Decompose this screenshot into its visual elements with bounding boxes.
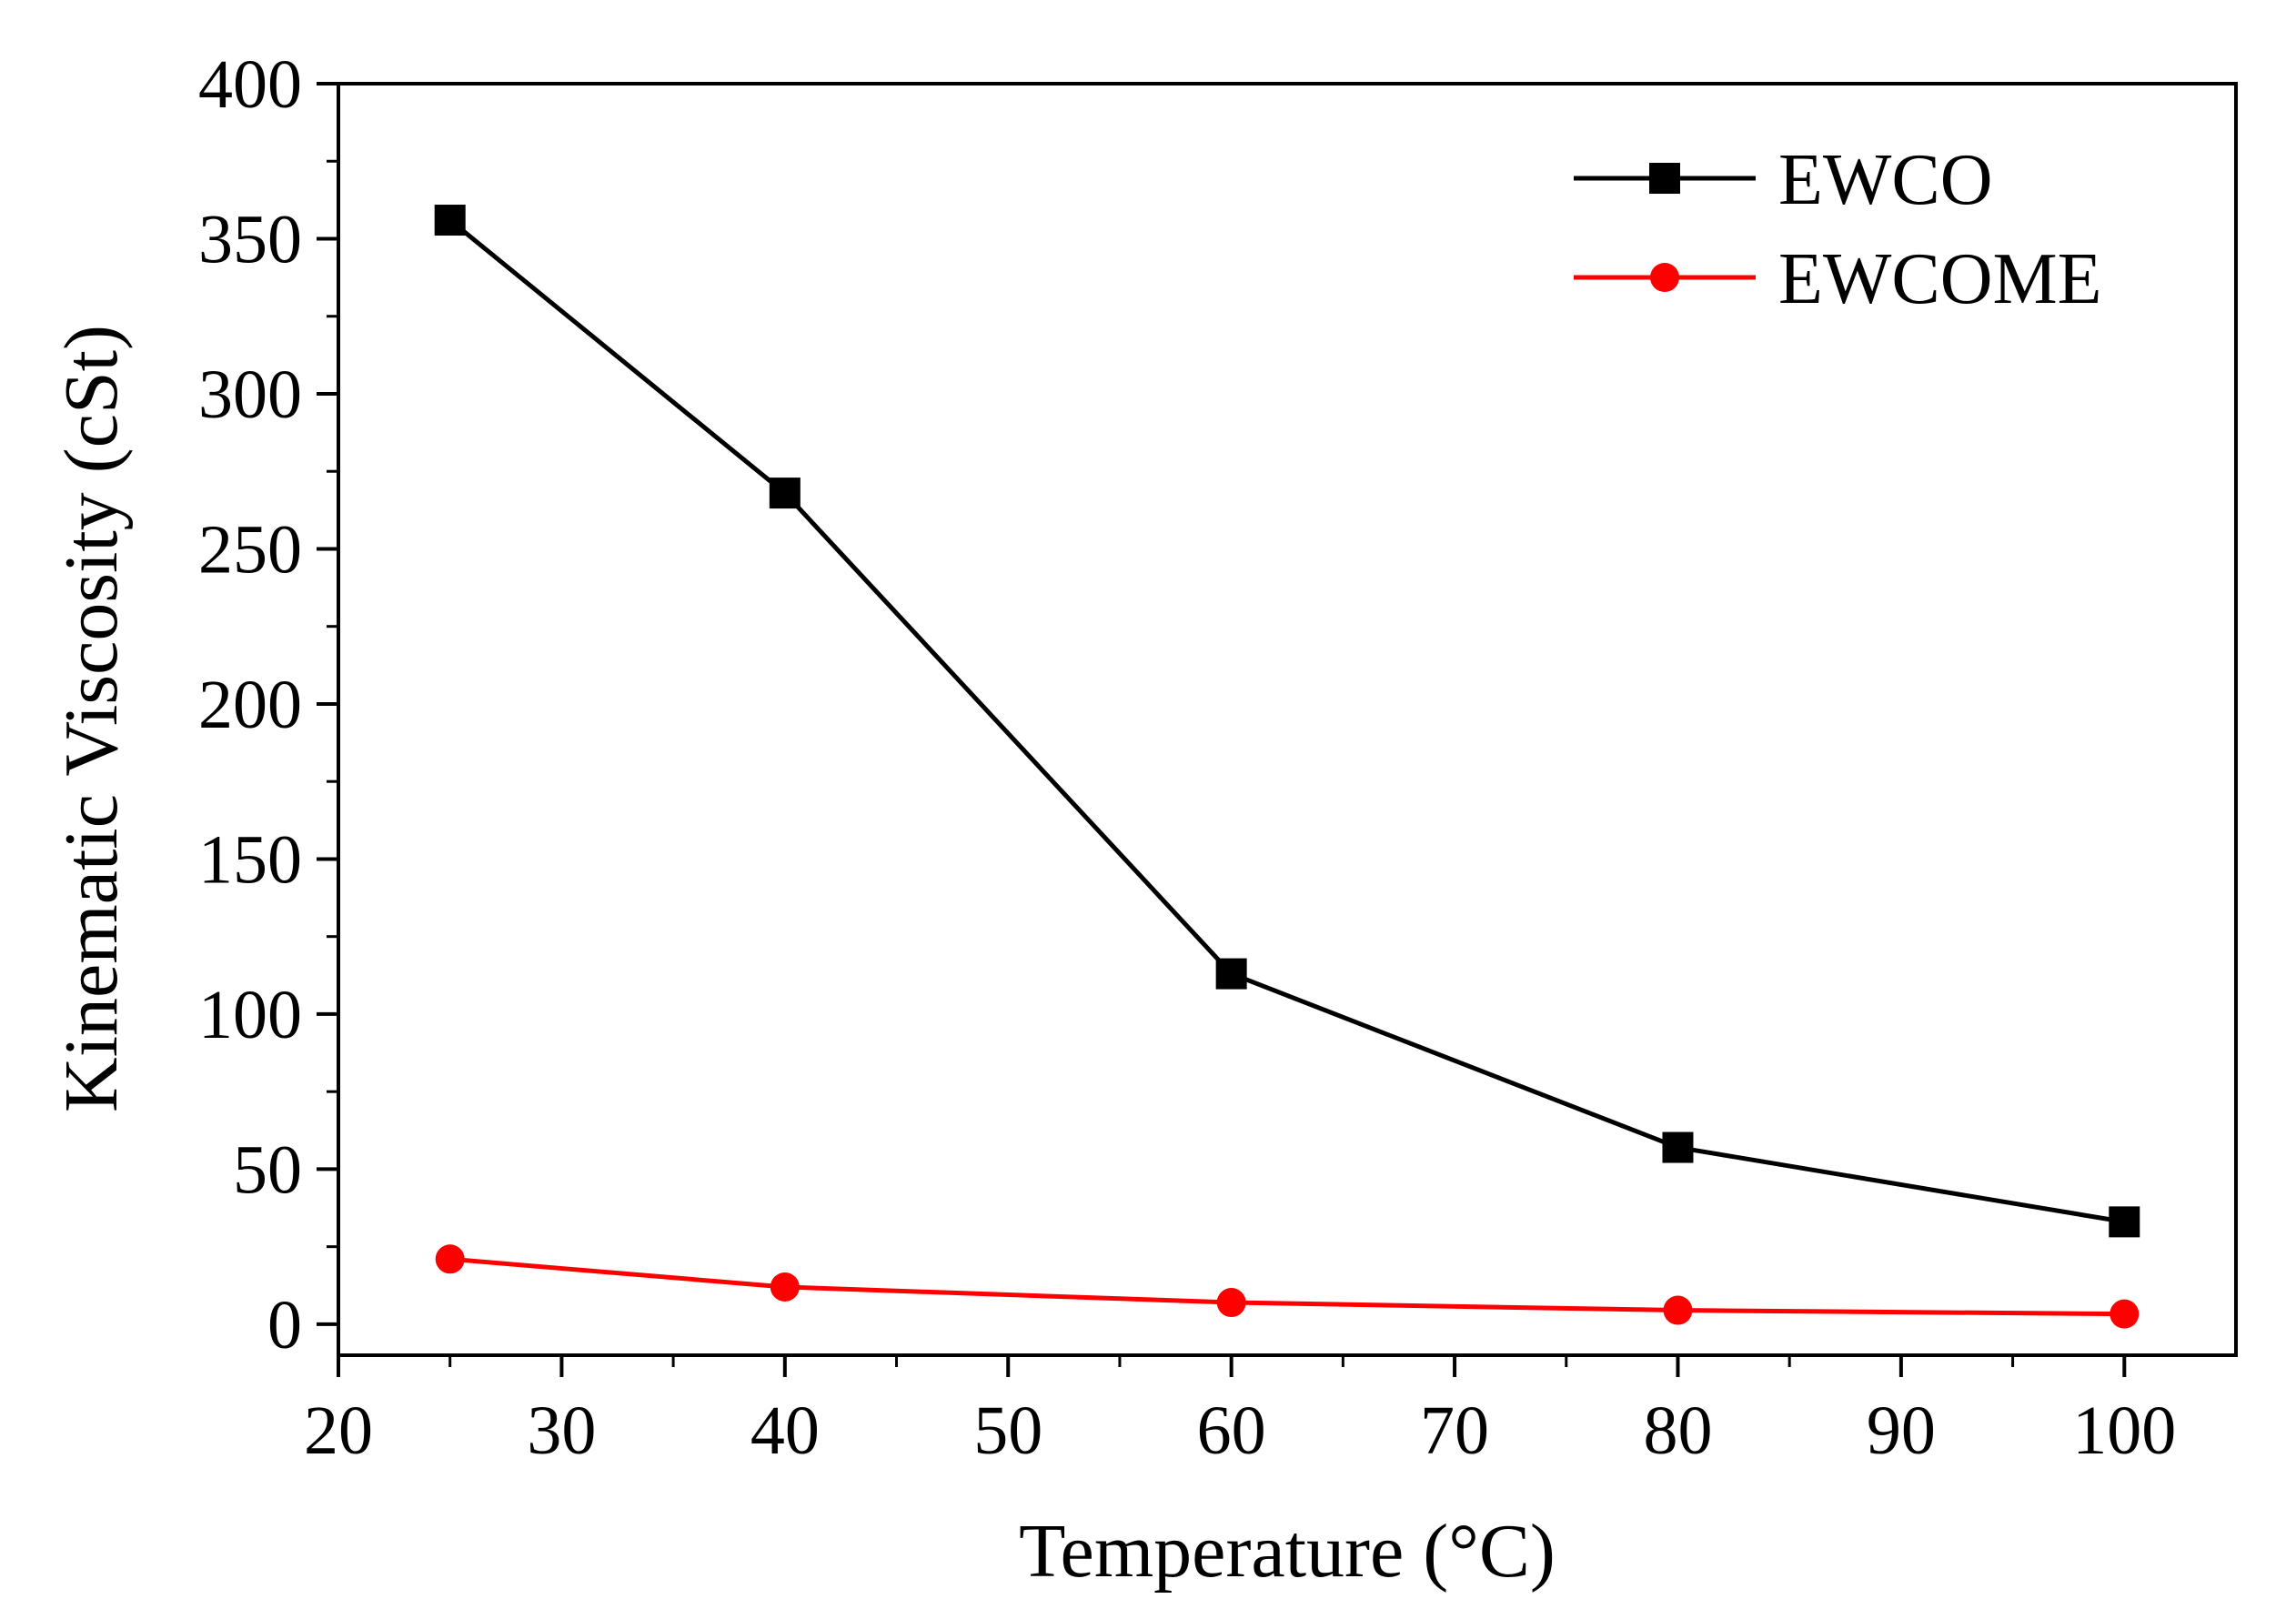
legend-label-ewco: EWCO (1778, 140, 1993, 220)
x-tick-label-40: 40 (750, 1393, 820, 1469)
y-tick-label-100: 100 (198, 977, 302, 1053)
data-point-ewcome-25 (435, 1244, 465, 1274)
x-tick-label-30: 30 (527, 1393, 596, 1469)
series-line-ewcome (449, 1256, 2125, 1317)
data-point-ewco-80 (1662, 1131, 1694, 1163)
y-tick-label-350: 350 (198, 201, 302, 277)
legend: EWCO EWCOME (1574, 140, 2102, 319)
series-line-ewco (448, 218, 2125, 1224)
x-tick-label-50: 50 (973, 1393, 1042, 1469)
legend-label-ewcome: EWCOME (1778, 239, 2102, 319)
data-point-ewcome-100 (2110, 1299, 2140, 1329)
x-tick-label-20: 20 (304, 1393, 373, 1469)
y-axis-title: Kinematic Viscosity (cSt) (49, 325, 134, 1112)
series-layer (434, 205, 2140, 1329)
y-tick-label-250: 250 (198, 511, 302, 588)
data-point-ewcome-80 (1663, 1295, 1693, 1325)
x-tick-label-100: 100 (2072, 1393, 2176, 1469)
x-tick-label-80: 80 (1643, 1393, 1712, 1469)
data-point-ewco-40 (769, 478, 801, 509)
x-tick-label-90: 90 (1867, 1393, 1936, 1469)
y-tick-label-150: 150 (198, 821, 302, 898)
axis-ticks: 20 30 40 50 60 70 80 90 100 0 50 100 150 200 250 300 350… (198, 46, 2176, 1469)
plot-frame (337, 82, 2238, 1357)
data-point-ewco-60 (1215, 958, 1247, 990)
y-tick-label-300: 300 (198, 357, 302, 433)
legend-marker-ewco (1649, 163, 1680, 194)
y-tick-label-200: 200 (198, 667, 302, 743)
data-point-ewcome-60 (1216, 1288, 1246, 1318)
x-tick-label-60: 60 (1197, 1393, 1266, 1469)
y-tick-label-0: 0 (267, 1287, 302, 1363)
x-axis-title: Temperature (°C) (1019, 1509, 1556, 1594)
legend-marker-ewcome (1650, 263, 1679, 292)
y-tick-label-400: 400 (198, 46, 302, 123)
data-point-ewcome-40 (770, 1272, 800, 1302)
y-tick-label-50: 50 (233, 1131, 302, 1208)
data-point-ewco-25 (434, 205, 466, 236)
data-point-ewco-100 (2109, 1206, 2140, 1238)
x-tick-label-70: 70 (1420, 1393, 1489, 1469)
